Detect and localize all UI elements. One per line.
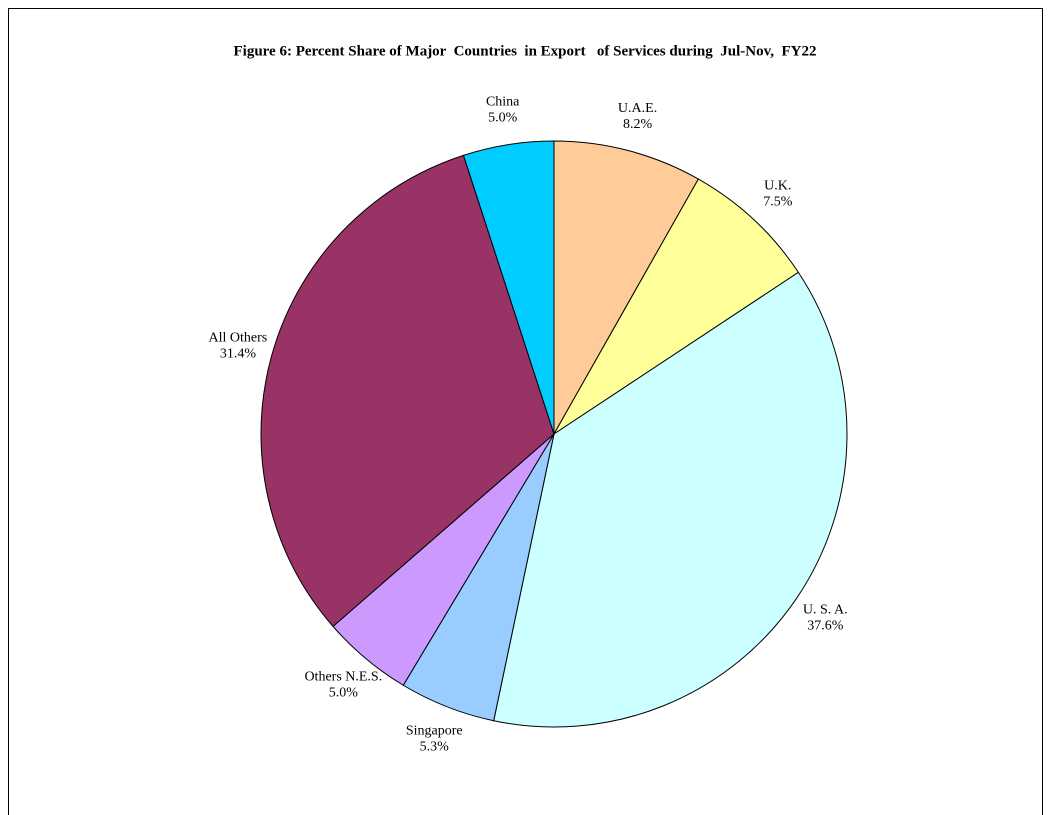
slice-label: U. S. A. bbox=[803, 603, 848, 618]
slice-label: U.K. bbox=[764, 178, 791, 193]
slice-value-label: 7.5% bbox=[763, 194, 793, 209]
slice-value-label: 5.3% bbox=[420, 740, 450, 755]
slice-value-label: 37.6% bbox=[807, 619, 844, 634]
slice-value-label: 5.0% bbox=[488, 110, 518, 125]
slice-value-label: 8.2% bbox=[623, 117, 653, 132]
slice-label: China bbox=[486, 94, 520, 109]
pie-slice bbox=[260, 154, 555, 628]
slice-value-label: 5.0% bbox=[329, 686, 359, 701]
slice-value-label: 31.4% bbox=[220, 347, 257, 362]
pie-slice bbox=[553, 140, 700, 436]
slice-label: Singapore bbox=[406, 724, 463, 739]
pie-slice bbox=[462, 140, 555, 435]
pie-slice bbox=[553, 178, 800, 435]
slice-label: Others N.E.S. bbox=[304, 670, 382, 685]
slice-label: All Others bbox=[209, 331, 268, 346]
pie-slice bbox=[493, 271, 848, 728]
chart-title: Figure 6: Percent Share of Major Countri… bbox=[233, 43, 816, 59]
slice-label: U.A.E. bbox=[618, 101, 657, 116]
